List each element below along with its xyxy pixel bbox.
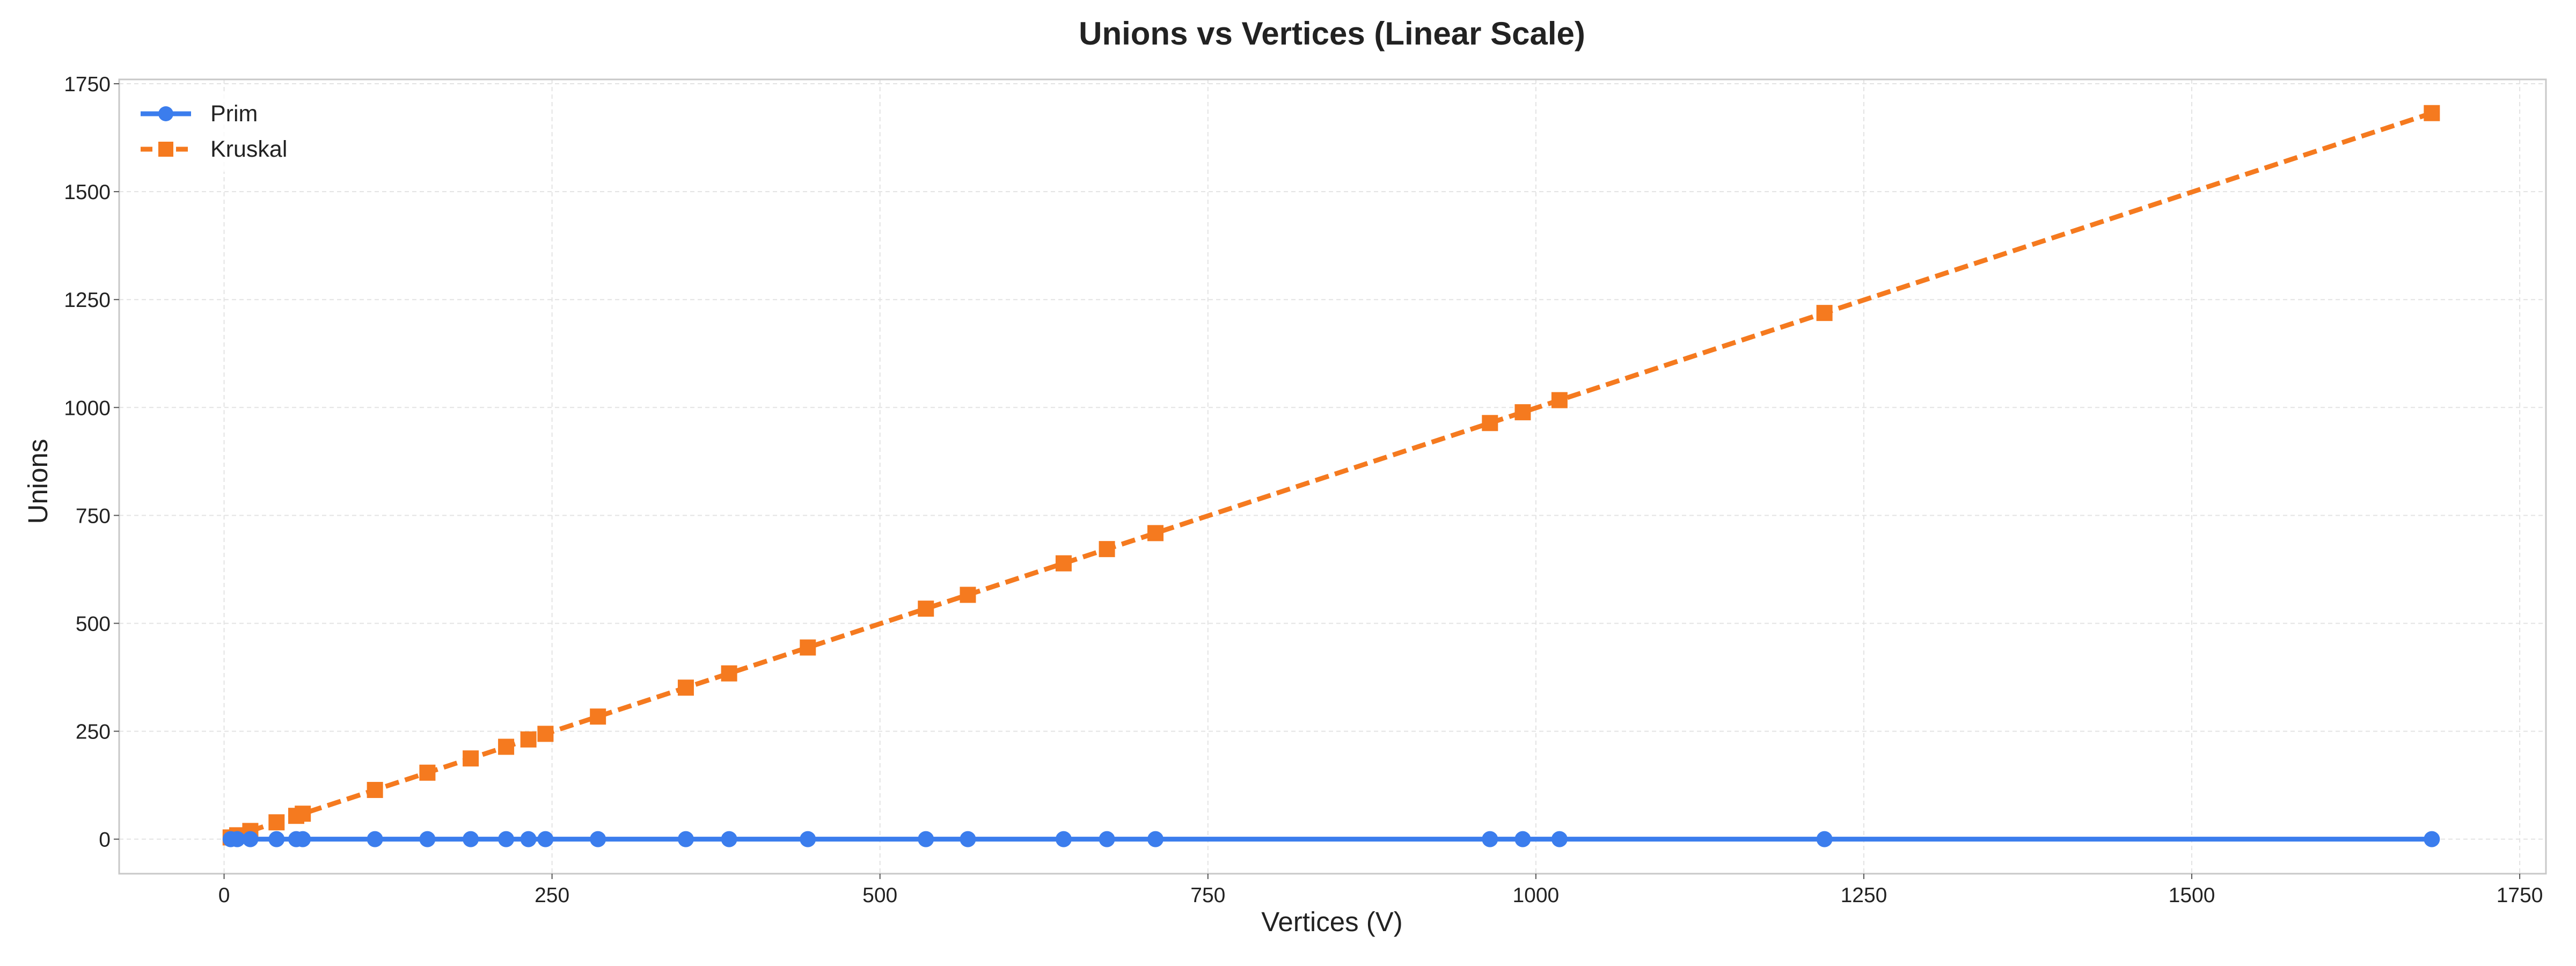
data-point-prim (242, 831, 259, 847)
data-point-kruskal (498, 738, 515, 755)
y-tick-label: 250 (76, 721, 111, 744)
data-point-prim (229, 831, 245, 847)
chart-title: Unions vs Vertices (Linear Scale) (1079, 16, 1585, 52)
x-axis-label: Vertices (V) (1261, 906, 1403, 937)
y-tick-label: 1250 (64, 289, 111, 312)
legend-prim-label: Prim (210, 101, 258, 127)
data-point-kruskal (1482, 415, 1498, 431)
y-tick-label: 0 (99, 829, 111, 852)
data-point-kruskal (677, 679, 694, 696)
data-point-kruskal (268, 814, 285, 831)
data-point-kruskal (520, 731, 537, 748)
plot-frame (118, 78, 2547, 875)
data-point-kruskal (1551, 392, 1568, 408)
data-point-kruskal (367, 781, 383, 798)
x-tick-label: 750 (1190, 884, 1225, 907)
data-point-prim (800, 831, 816, 847)
y-tick-label: 1000 (64, 397, 111, 420)
data-point-kruskal (1099, 541, 1115, 558)
data-point-prim (1514, 831, 1531, 847)
data-point-kruskal (1816, 305, 1833, 321)
x-tick-label: 500 (862, 884, 897, 907)
x-tick-label: 1250 (1841, 884, 1887, 907)
data-point-prim (1816, 831, 1833, 847)
y-tick-label: 1500 (64, 181, 111, 204)
data-point-kruskal (1055, 555, 1072, 572)
data-point-prim (918, 831, 934, 847)
series-prim (222, 831, 2440, 847)
data-point-kruskal (960, 587, 976, 603)
data-point-kruskal (918, 601, 934, 617)
data-point-prim (721, 831, 737, 847)
data-point-prim (590, 831, 606, 847)
data-point-kruskal (295, 806, 311, 822)
series-layer (222, 105, 2440, 847)
data-point-prim (498, 831, 515, 847)
legend-kruskal-label: Kruskal (210, 136, 287, 162)
x-tick-label: 1000 (1512, 884, 1559, 907)
data-point-prim (1482, 831, 1498, 847)
x-axis: 0 250 500 750 1000 1250 1500 1750 (218, 874, 2543, 907)
data-point-prim (1055, 831, 1072, 847)
x-tick-label: 0 (218, 884, 230, 907)
legend-prim-marker (158, 106, 173, 121)
y-axis-label: Unions (23, 439, 53, 524)
data-point-prim (2424, 831, 2440, 847)
data-point-kruskal (537, 726, 554, 742)
data-point-kruskal (2424, 105, 2440, 121)
data-point-prim (367, 831, 383, 847)
data-point-prim (463, 831, 479, 847)
data-point-prim (520, 831, 537, 847)
y-tick-label: 500 (76, 612, 111, 635)
data-point-prim (1147, 831, 1164, 847)
data-point-kruskal (800, 639, 816, 656)
data-point-prim (1099, 831, 1115, 847)
y-axis: 0 250 500 750 1000 1250 1500 1750 (64, 73, 119, 852)
data-point-prim (1551, 831, 1568, 847)
x-tick-label: 250 (535, 884, 569, 907)
data-point-kruskal (419, 764, 436, 781)
data-point-kruskal (1514, 404, 1531, 421)
data-point-prim (268, 831, 285, 847)
data-point-kruskal (721, 665, 737, 682)
data-point-kruskal (590, 708, 606, 725)
data-point-kruskal (1147, 525, 1164, 541)
y-tick-label: 1750 (64, 73, 111, 96)
data-point-kruskal (463, 750, 479, 767)
x-tick-label: 1750 (2497, 884, 2543, 907)
legend-kruskal-marker (158, 142, 173, 157)
data-point-prim (960, 831, 976, 847)
legend-box (129, 91, 311, 172)
data-point-prim (677, 831, 694, 847)
data-point-prim (295, 831, 311, 847)
legend: Prim Kruskal (129, 91, 311, 172)
y-tick-label: 750 (76, 504, 111, 528)
data-point-prim (537, 831, 554, 847)
data-point-prim (419, 831, 436, 847)
x-tick-label: 1500 (2169, 884, 2215, 907)
